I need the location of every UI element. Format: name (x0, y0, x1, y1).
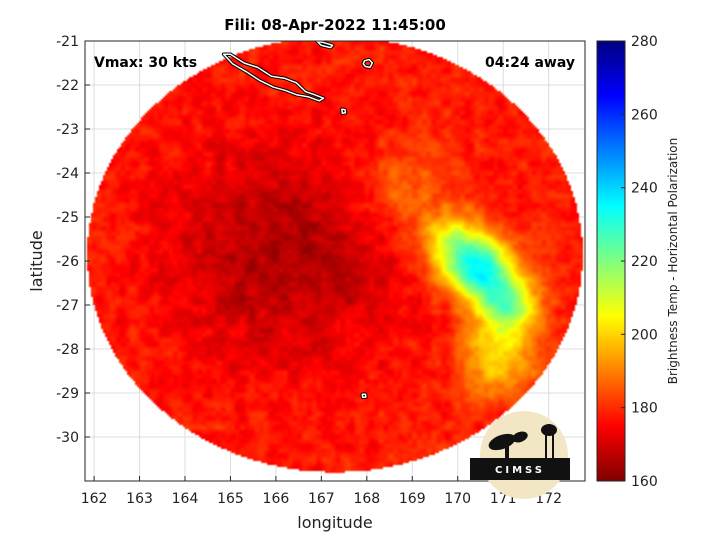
x-tick-label: 164 (172, 491, 199, 507)
y-tick-label: -22 (56, 78, 79, 94)
x-tick-label: 168 (353, 491, 380, 507)
coastlines (221, 41, 375, 400)
y-tick-label: -24 (56, 166, 79, 182)
x-tick-label: 167 (308, 491, 335, 507)
water-tower-icon (541, 424, 557, 460)
x-tick-label: 166 (263, 491, 290, 507)
x-tick-label: 169 (399, 491, 426, 507)
colorbar-tick-label: 160 (631, 474, 658, 490)
colorbar-tick-label: 180 (631, 401, 658, 417)
y-tick-label: -26 (56, 254, 79, 270)
time-away-annotation: 04:24 away (485, 55, 575, 71)
colorbar-ticks: 160 180 200 220 240 260 280 (621, 34, 658, 490)
island-mare (362, 58, 374, 69)
colorbar-tick-label: 200 (631, 327, 658, 343)
cimss-logo: CIMSS (470, 411, 570, 499)
brightness-temperature-field (85, 41, 585, 481)
logo-text: CIMSS (495, 465, 545, 476)
vmax-annotation: Vmax: 30 kts (94, 55, 197, 71)
y-tick-label: -25 (56, 210, 79, 226)
x-tick-label: 165 (217, 491, 244, 507)
colorbar-gradient (596, 40, 626, 482)
x-tick-label: 162 (81, 491, 108, 507)
x-axis-label: longitude (297, 513, 372, 532)
colorbar-label: Brightness Temp - Horizontal Polarizatio… (666, 138, 680, 385)
chart-title: Fili: 08-Apr-2022 11:45:00 (224, 16, 446, 34)
colorbar-tick-label: 240 (631, 181, 658, 197)
y-tick-label: -23 (56, 122, 79, 138)
y-tick-label: -30 (56, 430, 79, 446)
logo-disc (480, 411, 568, 499)
x-tick-label: 170 (444, 491, 471, 507)
y-tick-label: -28 (56, 342, 79, 358)
island-pines (341, 108, 347, 114)
island-south (361, 393, 367, 399)
colorbar-tick-label: 260 (631, 107, 658, 123)
y-tick-label: -27 (56, 298, 79, 314)
colorbar: 160 180 200 220 240 260 280 Brightness Temp - … (596, 34, 680, 490)
y-tick-label: -29 (56, 386, 79, 402)
logo-bar (470, 458, 570, 480)
new-caledonia-north-coast (316, 41, 334, 49)
x-tick-label: 163 (126, 491, 153, 507)
y-ticks: -21 -22 -23 -24 -25 -26 -27 -28 -29 -30 (56, 34, 90, 446)
satellite-dish-icon (488, 431, 528, 458)
plot-area: 162 163 164 165 166 167 168 169 170 171 172 -21-22… (56, 34, 586, 507)
new-caledonia-coast (222, 53, 325, 102)
colorbar-tick-label: 220 (631, 254, 658, 270)
y-axis-label: latitude (27, 230, 46, 291)
colorbar-tick-label: 280 (631, 34, 658, 50)
y-tick-label: -21 (56, 34, 79, 50)
